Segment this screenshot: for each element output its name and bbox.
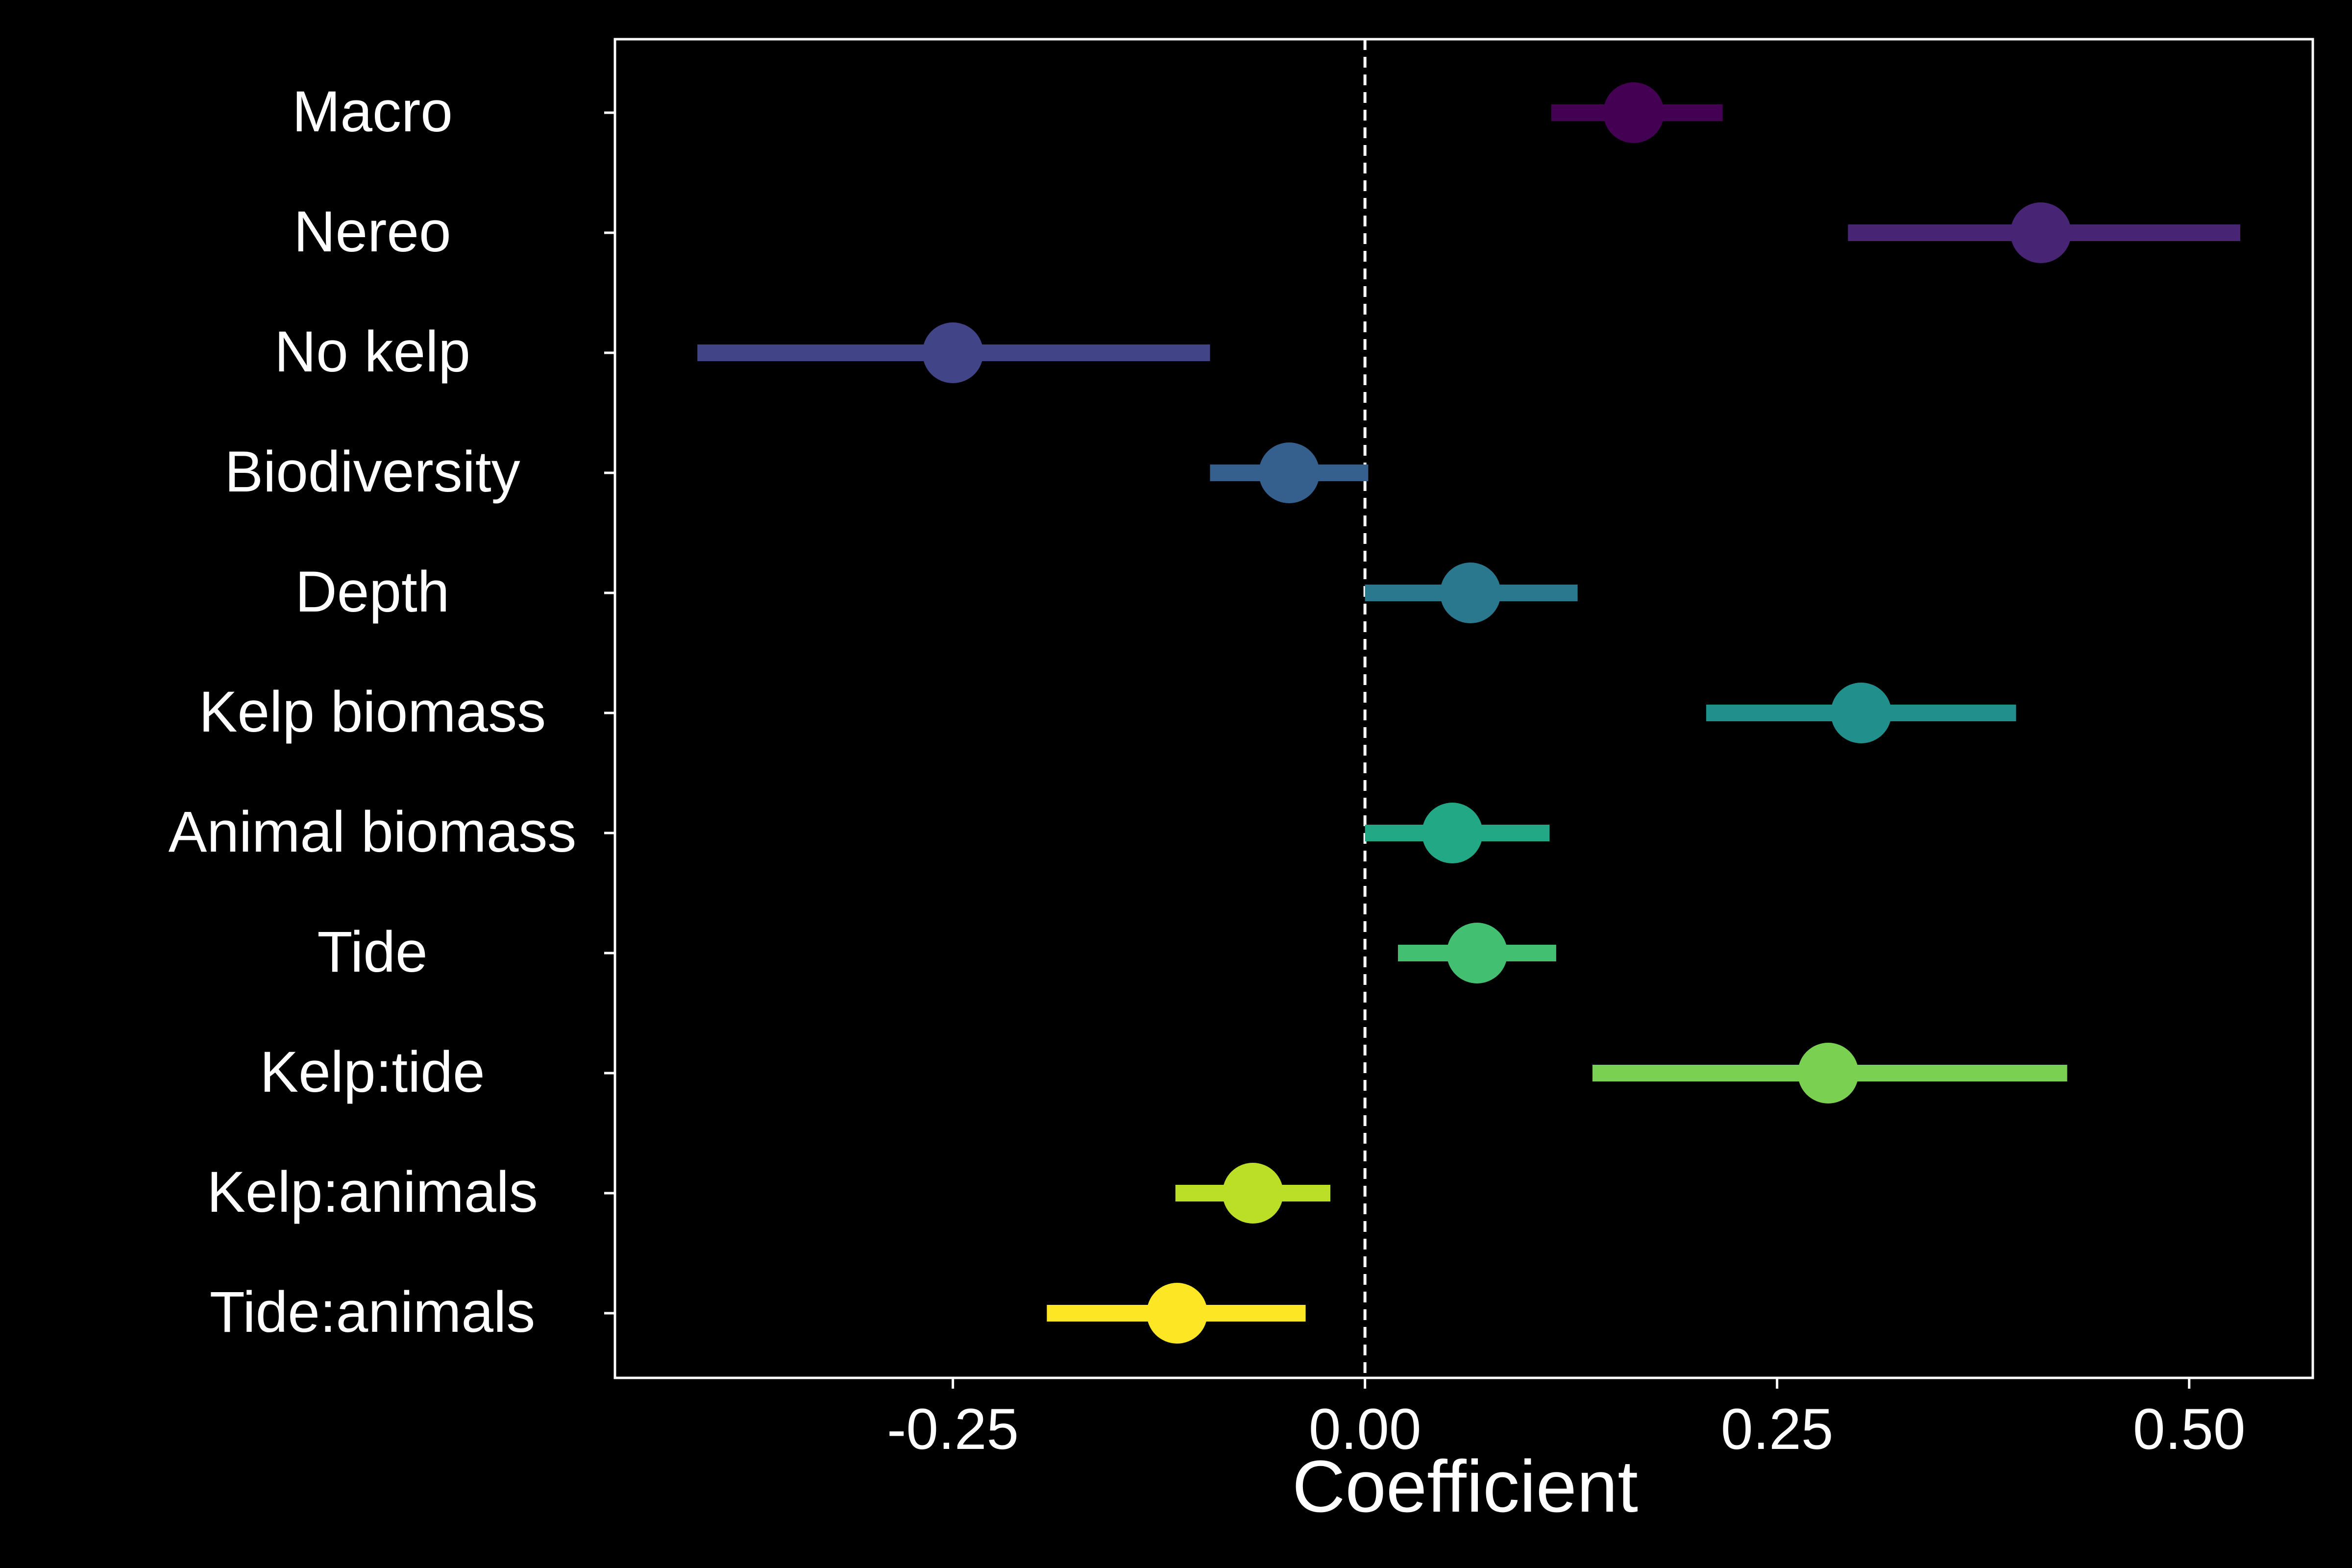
y-tick-label-nereo: Nereo xyxy=(294,199,451,264)
y-tick-label-depth: Depth xyxy=(295,560,450,624)
point-kelp-biomass xyxy=(1831,683,1892,743)
x-tick-label: 0.25 xyxy=(1721,1397,1834,1462)
point-biodiversity xyxy=(1258,442,1320,503)
x-tick-label: 0.00 xyxy=(1309,1397,1421,1462)
point-no-kelp xyxy=(922,322,983,383)
x-axis-title: Coefficient xyxy=(1292,1445,1638,1527)
point-macro xyxy=(1603,82,1664,143)
y-tick-label-tide: Tide xyxy=(317,920,427,984)
point-kelp-tide xyxy=(1797,1043,1859,1103)
point-kelp-animals xyxy=(1222,1163,1283,1224)
y-tick-label-tide-animals: Tide:animals xyxy=(210,1280,536,1345)
point-nereo xyxy=(2010,202,2071,263)
y-tick-label-no-kelp: No kelp xyxy=(274,319,470,384)
point-tide xyxy=(1446,923,1508,983)
y-tick-label-animal-biomass: Animal biomass xyxy=(169,800,577,864)
y-tick-label-kelp-biomass: Kelp biomass xyxy=(199,680,546,744)
marks-layer xyxy=(697,82,2240,1344)
axes-layer: Macro Nereo No kelp Biodiversity Depth Kelp b… xyxy=(169,38,2314,1462)
y-tick-label-kelp-animals: Kelp:animals xyxy=(207,1160,538,1225)
point-animal-biomass xyxy=(1421,803,1483,863)
x-tick-label: 0.50 xyxy=(2133,1397,2246,1462)
y-tick-label-macro: Macro xyxy=(292,79,453,144)
point-depth xyxy=(1440,563,1501,623)
point-tide-animals xyxy=(1147,1283,1208,1344)
x-tick-label: -0.25 xyxy=(887,1397,1019,1462)
panel-border xyxy=(613,38,2314,1379)
y-tick-label-kelp-tide: Kelp:tide xyxy=(260,1040,485,1104)
y-tick-label-biodiversity: Biodiversity xyxy=(224,440,520,504)
